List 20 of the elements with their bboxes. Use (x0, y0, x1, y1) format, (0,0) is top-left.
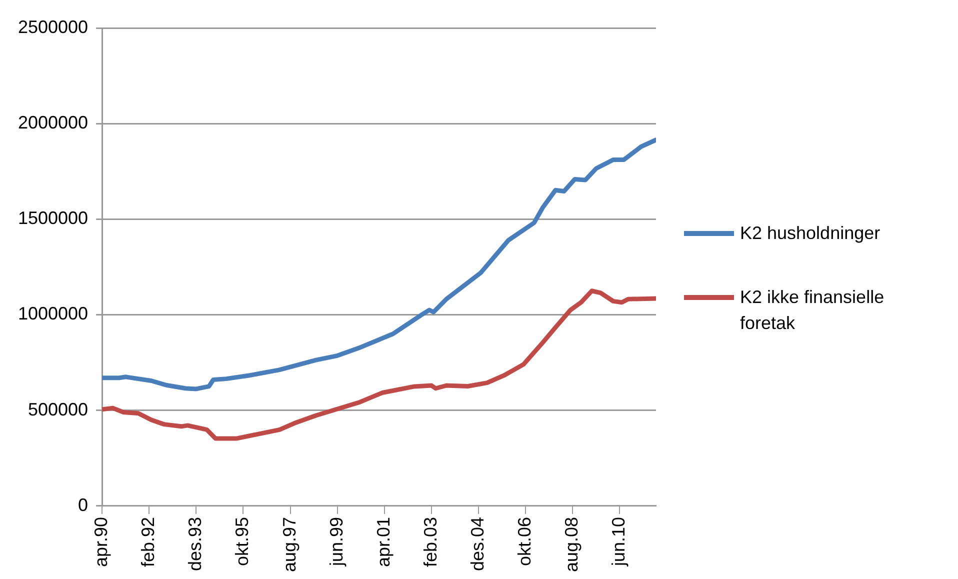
x-tick-label: aug.08 (562, 516, 582, 572)
legend-label: K2 husholdninger (740, 222, 882, 245)
y-tick-label: 2500000 (18, 16, 88, 37)
x-tick-label: apr.01 (373, 516, 394, 567)
x-tick-label: okt.06 (514, 516, 535, 566)
x-tick-label: des.04 (467, 516, 488, 571)
x-tick-label: des.93 (185, 516, 206, 571)
y-tick-label: 1000000 (18, 304, 88, 324)
x-tick-label: jun.10 (608, 516, 629, 567)
x-tick-label: feb.03 (420, 516, 440, 567)
y-tick-label: 0 (78, 494, 88, 515)
x-tick-label: okt.95 (232, 516, 252, 566)
legend-label: K2 ikke finansielle foretak (740, 286, 886, 335)
x-tick-label: apr.90 (91, 516, 112, 567)
x-tick-label: feb.92 (138, 516, 158, 567)
y-tick-label: 500000 (28, 399, 88, 420)
x-tick-label: aug.97 (279, 516, 300, 572)
y-tick-label: 2000000 (18, 112, 88, 133)
x-tick-label: jun.99 (326, 516, 346, 567)
y-tick-label: 1500000 (18, 208, 88, 228)
